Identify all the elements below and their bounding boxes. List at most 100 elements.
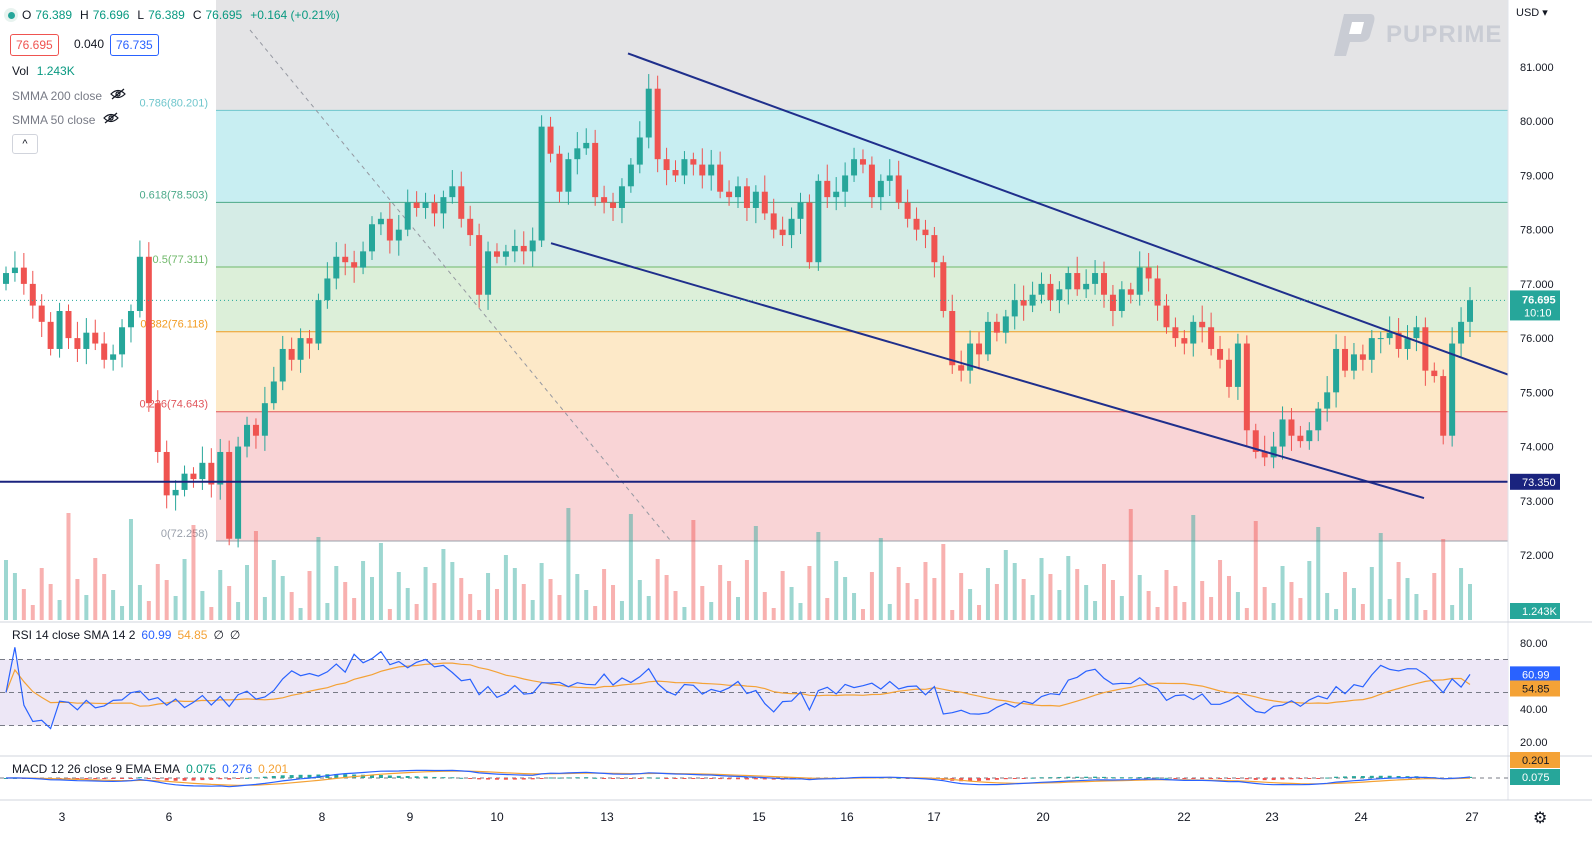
low-label: L: [137, 8, 145, 22]
last-price-axis-box: [1510, 290, 1560, 321]
eye-hidden-icon[interactable]: [110, 88, 126, 103]
candle-body: [252, 424, 259, 436]
candle-body: [449, 186, 456, 198]
macd-histogram-bar: [84, 778, 89, 780]
candle-body: [163, 451, 170, 496]
macd-name: MACD 12 26 close 9 EMA EMA: [12, 762, 181, 776]
fib-zone: [216, 110, 1508, 203]
sell-price-button[interactable]: 76.695: [10, 34, 59, 56]
volume-bar: [566, 508, 571, 620]
candle-body: [154, 403, 161, 452]
volume-bar: [1164, 570, 1169, 620]
collapse-legend-button[interactable]: ^: [12, 134, 38, 154]
candle-body: [913, 218, 920, 230]
candle-body: [610, 202, 617, 208]
macd-histogram-bar: [1218, 778, 1223, 779]
macd-histogram-bar: [1226, 778, 1231, 780]
macd-histogram-bar: [1066, 776, 1071, 778]
candle-body: [476, 235, 483, 295]
macd-histogram-bar: [682, 778, 687, 779]
macd-histogram-bar: [271, 776, 276, 778]
macd-histogram-bar: [432, 776, 437, 778]
macd-histogram-bar: [1173, 778, 1178, 779]
volume-bar: [807, 566, 812, 620]
smma50-legend[interactable]: SMMA 50 close: [12, 112, 120, 127]
volume-bar: [816, 532, 821, 620]
volume-bar: [843, 577, 848, 620]
candle-body: [1154, 278, 1161, 306]
macd-histogram-bar: [423, 776, 428, 778]
time-tick-label: 15: [752, 810, 766, 824]
candle-body: [261, 403, 268, 436]
candle-body: [38, 305, 45, 322]
volume-bar: [57, 600, 62, 620]
volume-bar: [941, 544, 946, 620]
macd-histogram-bar: [280, 775, 285, 778]
volume-bar: [334, 566, 339, 620]
volume-bar: [1075, 569, 1080, 620]
volume-bar: [1137, 575, 1142, 620]
candle-body: [1190, 321, 1197, 344]
macd-histogram-bar: [512, 778, 517, 780]
macd-histogram-bar: [646, 777, 651, 779]
volume-bar: [352, 598, 357, 620]
candle-body: [110, 354, 117, 360]
eye-hidden-icon[interactable]: [103, 112, 120, 127]
symbol-status-icon: [4, 8, 18, 22]
volume-legend[interactable]: Vol 1.243K: [12, 64, 75, 78]
volume-bar: [1468, 584, 1472, 620]
volume-bar: [1021, 579, 1026, 620]
volume-bar: [1396, 562, 1401, 620]
volume-bar: [664, 575, 669, 620]
volume-bar: [227, 586, 232, 620]
macd-histogram-bar: [1253, 778, 1258, 780]
macd-histogram-bar: [387, 775, 392, 778]
macd-histogram-bar: [744, 778, 749, 780]
volume-bar: [521, 584, 526, 620]
candle-body: [672, 170, 679, 176]
macd-histogram-bar: [521, 778, 526, 780]
macd-histogram-bar: [378, 774, 383, 778]
macd-histogram-bar: [1039, 777, 1044, 779]
macd-histogram-bar: [1244, 778, 1249, 780]
support-line-axis-box: [1510, 473, 1560, 490]
candle-body: [529, 240, 536, 252]
candle-body: [1315, 408, 1322, 431]
smma200-legend[interactable]: SMMA 200 close: [12, 88, 126, 103]
candle-body: [556, 153, 563, 192]
currency-selector[interactable]: USD ▾: [1516, 7, 1548, 19]
volume-bar: [798, 603, 803, 620]
macd-legend[interactable]: MACD 12 26 close 9 EMA EMA 0.075 0.276 0…: [12, 762, 288, 776]
macd-histogram-bar: [1048, 777, 1053, 779]
macd-histogram-bar: [1307, 778, 1312, 779]
volume-bar: [378, 543, 383, 620]
volume-bar: [1093, 601, 1098, 620]
volume-bar: [137, 585, 142, 620]
candle-body: [1413, 327, 1420, 339]
rsi-legend[interactable]: RSI 14 close SMA 14 2 60.99 54.85 ∅ ∅: [12, 628, 240, 642]
macd-histogram-bar: [985, 778, 990, 781]
candle-body: [904, 202, 911, 219]
change-value: +0.164 (+0.21%): [250, 8, 340, 22]
candle-body: [244, 424, 251, 447]
fib-top-zone: [216, 0, 1508, 111]
buy-price-button[interactable]: 76.735: [110, 34, 159, 56]
candle-body: [502, 251, 509, 257]
volume-bar: [1432, 573, 1437, 620]
volume-bar: [959, 573, 964, 620]
volume-bar: [932, 578, 937, 620]
macd-histogram-bar: [1164, 777, 1169, 779]
macd-histogram-bar: [1200, 778, 1205, 779]
time-tick-label: 10: [490, 810, 504, 824]
macd-histogram-bar: [1075, 776, 1080, 778]
volume-bar: [503, 555, 508, 620]
volume-bar: [825, 598, 830, 620]
settings-gear-icon[interactable]: ⚙: [1533, 810, 1548, 827]
macd-histogram-bar: [128, 778, 133, 779]
volume-bar: [218, 570, 223, 620]
volume-bar: [575, 574, 580, 620]
volume-bar: [361, 561, 366, 620]
volume-bar: [494, 589, 499, 620]
candle-body: [226, 451, 233, 539]
